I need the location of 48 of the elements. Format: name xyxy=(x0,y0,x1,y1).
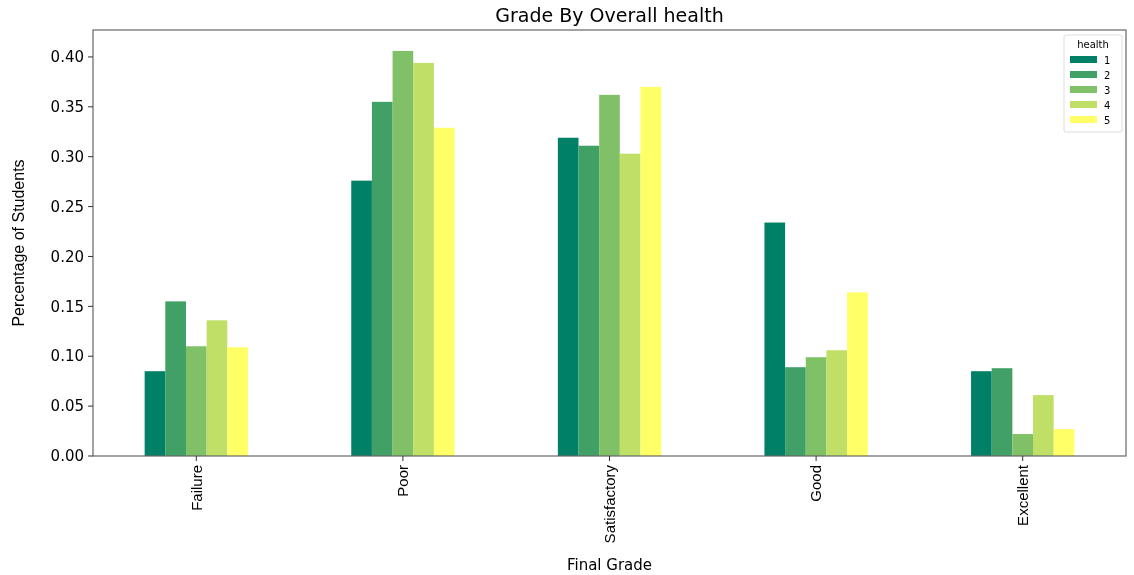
bar xyxy=(619,153,641,456)
bar xyxy=(640,86,662,456)
bar xyxy=(185,346,207,456)
y-tick-label: 0.35 xyxy=(50,98,84,117)
bar xyxy=(785,367,806,456)
legend-label: 5 xyxy=(1104,114,1111,126)
y-tick-label: 0.05 xyxy=(50,397,84,416)
bar xyxy=(599,94,620,456)
y-tick-label: 0.20 xyxy=(50,247,84,266)
bar xyxy=(971,371,992,456)
bar xyxy=(578,145,600,456)
bar xyxy=(847,292,868,456)
bar xyxy=(392,50,414,456)
x-tick-label: Poor xyxy=(394,465,412,497)
bar xyxy=(413,62,434,456)
bar xyxy=(206,320,228,456)
x-tick-label: Failure xyxy=(187,465,205,511)
legend-label: 2 xyxy=(1104,69,1111,81)
bar xyxy=(351,180,372,456)
legend-label: 3 xyxy=(1104,84,1111,96)
y-tick-label: 0.30 xyxy=(50,147,84,166)
bar xyxy=(1012,434,1034,456)
y-tick-label: 0.10 xyxy=(50,347,84,366)
bar xyxy=(764,222,786,456)
y-axis-title: Percentage of Students xyxy=(10,159,27,327)
y-tick-label: 0.15 xyxy=(50,297,84,316)
bar xyxy=(1053,429,1075,456)
bar xyxy=(227,347,248,456)
y-tick-label: 0.40 xyxy=(50,48,84,67)
legend-label: 4 xyxy=(1104,99,1111,111)
y-tick-label: 0.00 xyxy=(50,447,84,466)
chart-title: Grade By Overall health xyxy=(495,4,724,26)
x-axis-title: Final Grade xyxy=(566,556,653,574)
legend-title: health xyxy=(1077,39,1109,50)
bar xyxy=(557,137,579,456)
y-tick-label: 0.25 xyxy=(50,197,84,216)
bar xyxy=(805,357,827,456)
x-tick-label: Excellent xyxy=(1013,464,1031,526)
bar xyxy=(991,368,1013,456)
bar xyxy=(826,350,848,456)
x-tick-label: Good xyxy=(807,465,825,502)
x-tick-label: Satisfactory xyxy=(600,464,618,544)
bar xyxy=(371,101,393,456)
bar xyxy=(433,127,455,456)
legend-label: 1 xyxy=(1104,54,1111,66)
bar xyxy=(1033,395,1054,456)
bar xyxy=(144,371,166,456)
bar xyxy=(165,301,186,456)
